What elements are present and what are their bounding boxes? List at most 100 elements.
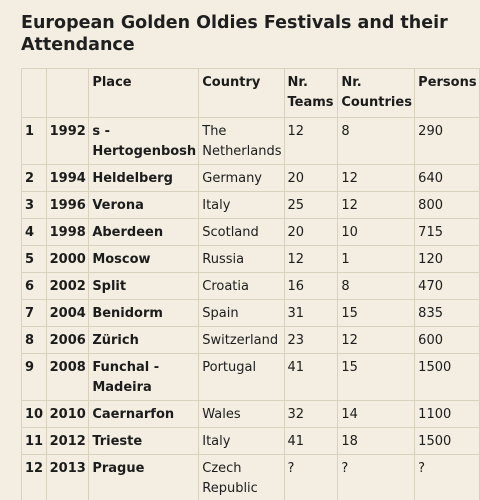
cell-countries: ? — [337, 454, 416, 500]
cell-country: Germany — [198, 164, 285, 192]
cell-place: Heldelberg — [88, 164, 200, 192]
cell-index: 5 — [21, 245, 47, 273]
cell-place: Verona — [88, 191, 200, 219]
cell-index: 4 — [21, 218, 47, 246]
cell-countries: 8 — [337, 117, 416, 165]
cell-place: Split — [88, 272, 200, 300]
table-row: 9 2008 Funchal - Madeira Portugal 41 15 … — [21, 353, 480, 401]
table-row: 10 2010 Caernarfon Wales 32 14 1100 — [21, 400, 480, 428]
cell-countries: 14 — [337, 400, 416, 428]
cell-year: 2000 — [45, 245, 90, 273]
cell-persons: 600 — [414, 326, 480, 354]
cell-index: 3 — [21, 191, 47, 219]
table-header-row: Place Country Nr. Teams Nr. Countries Pe… — [21, 68, 480, 118]
cell-year: 2006 — [45, 326, 90, 354]
cell-country: The Netherlands — [198, 117, 285, 165]
cell-teams: 23 — [283, 326, 339, 354]
cell-index: 11 — [21, 427, 47, 455]
cell-index: 9 — [21, 353, 47, 401]
cell-place: Aberdeen — [88, 218, 200, 246]
cell-country: Wales — [198, 400, 285, 428]
header-countries: Nr. Countries — [337, 68, 416, 118]
cell-teams: 32 — [283, 400, 339, 428]
cell-place: Prague — [88, 454, 200, 500]
cell-persons: 470 — [414, 272, 480, 300]
cell-persons: 715 — [414, 218, 480, 246]
cell-persons: 1100 — [414, 400, 480, 428]
cell-persons: 1500 — [414, 427, 480, 455]
cell-persons: 800 — [414, 191, 480, 219]
cell-country: Italy — [198, 191, 285, 219]
cell-persons: 290 — [414, 117, 480, 165]
header-index — [21, 68, 47, 118]
cell-index: 10 — [21, 400, 47, 428]
cell-index: 7 — [21, 299, 47, 327]
cell-country: Italy — [198, 427, 285, 455]
cell-country: Portugal — [198, 353, 285, 401]
table-row: 11 2012 Trieste Italy 41 18 1500 — [21, 427, 480, 455]
header-persons: Persons — [414, 68, 480, 118]
cell-year: 2013 — [45, 454, 90, 500]
header-country: Country — [198, 68, 285, 118]
cell-place: Caernarfon — [88, 400, 200, 428]
cell-countries: 15 — [337, 353, 416, 401]
cell-persons: 835 — [414, 299, 480, 327]
cell-countries: 18 — [337, 427, 416, 455]
cell-countries: 12 — [337, 164, 416, 192]
table-row: 5 2000 Moscow Russia 12 1 120 — [21, 245, 480, 273]
cell-year: 2008 — [45, 353, 90, 401]
cell-teams: 12 — [283, 245, 339, 273]
cell-countries: 8 — [337, 272, 416, 300]
cell-country: Switzerland — [198, 326, 285, 354]
header-place: Place — [88, 68, 200, 118]
cell-teams: 20 — [283, 164, 339, 192]
table-row: 12 2013 Prague Czech Republic ? ? ? — [21, 454, 480, 500]
table-row: 3 1996 Verona Italy 25 12 800 — [21, 191, 480, 219]
cell-place: s - Hertogenbosh — [88, 117, 200, 165]
cell-place: Zürich — [88, 326, 200, 354]
table-row: 8 2006 Zürich Switzerland 23 12 600 — [21, 326, 480, 354]
cell-country: Czech Republic — [198, 454, 285, 500]
cell-country: Scotland — [198, 218, 285, 246]
cell-year: 2012 — [45, 427, 90, 455]
cell-countries: 10 — [337, 218, 416, 246]
cell-countries: 15 — [337, 299, 416, 327]
cell-persons: 1500 — [414, 353, 480, 401]
cell-index: 12 — [21, 454, 47, 500]
festivals-table: Place Country Nr. Teams Nr. Countries Pe… — [21, 68, 480, 500]
cell-countries: 12 — [337, 326, 416, 354]
table-row: 4 1998 Aberdeen Scotland 20 10 715 — [21, 218, 480, 246]
cell-country: Russia — [198, 245, 285, 273]
cell-index: 2 — [21, 164, 47, 192]
cell-teams: 20 — [283, 218, 339, 246]
cell-teams: ? — [283, 454, 339, 500]
cell-place: Benidorm — [88, 299, 200, 327]
cell-year: 2002 — [45, 272, 90, 300]
cell-country: Croatia — [198, 272, 285, 300]
cell-year: 2010 — [45, 400, 90, 428]
cell-place: Funchal - Madeira — [88, 353, 200, 401]
cell-persons: ? — [414, 454, 480, 500]
cell-persons: 640 — [414, 164, 480, 192]
cell-year: 1998 — [45, 218, 90, 246]
cell-index: 1 — [21, 117, 47, 165]
cell-year: 2004 — [45, 299, 90, 327]
cell-place: Trieste — [88, 427, 200, 455]
cell-year: 1996 — [45, 191, 90, 219]
cell-year: 1992 — [45, 117, 90, 165]
cell-teams: 31 — [283, 299, 339, 327]
cell-countries: 12 — [337, 191, 416, 219]
cell-teams: 16 — [283, 272, 339, 300]
cell-teams: 41 — [283, 353, 339, 401]
table-row: 1 1992 s - Hertogenbosh The Netherlands … — [21, 117, 480, 165]
cell-place: Moscow — [88, 245, 200, 273]
cell-year: 1994 — [45, 164, 90, 192]
header-teams: Nr. Teams — [283, 68, 339, 118]
header-year — [45, 68, 90, 118]
cell-country: Spain — [198, 299, 285, 327]
cell-persons: 120 — [414, 245, 480, 273]
cell-teams: 25 — [283, 191, 339, 219]
cell-countries: 1 — [337, 245, 416, 273]
page-title: European Golden Oldies Festivals and the… — [21, 13, 448, 55]
